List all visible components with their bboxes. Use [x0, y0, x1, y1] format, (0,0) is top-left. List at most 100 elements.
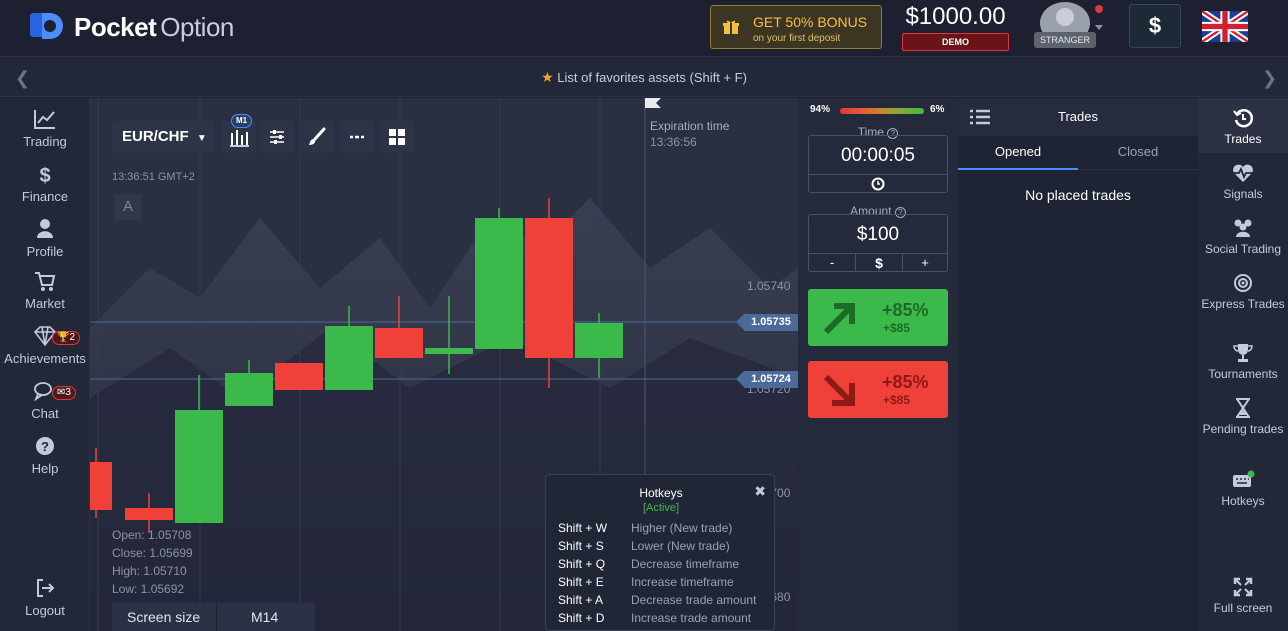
rnav-hotkeys-label: Hotkeys	[1221, 494, 1265, 508]
chart-canvas	[90, 98, 798, 631]
cart-icon	[35, 272, 56, 291]
sell-lower-button[interactable]: +85% +$85	[808, 361, 948, 418]
chevron-right-icon[interactable]: ❯	[1262, 68, 1278, 88]
amount-decrease-button[interactable]: -	[829, 255, 835, 270]
timeframe-badge: M1	[231, 114, 253, 128]
left-sidebar: Trading $ Finance Profile Market	[0, 98, 90, 631]
price-chart[interactable]: EUR/CHF ▼ M1	[90, 98, 798, 631]
close-icon[interactable]: ✖	[754, 483, 766, 499]
divider	[809, 174, 947, 175]
rnav-tournaments[interactable]: Tournaments	[1198, 343, 1288, 382]
clock-icon[interactable]	[871, 177, 885, 191]
rnav-pending-label: Pending trades	[1202, 422, 1284, 436]
currency-button[interactable]: $	[875, 255, 883, 271]
help-icon: ?	[36, 437, 54, 455]
tab-opened[interactable]: Opened	[958, 136, 1078, 170]
nav-logout[interactable]: Logout	[0, 577, 90, 618]
bonus-title: GET 50% BONUS	[753, 14, 868, 30]
sentiment-up: 94%	[810, 104, 831, 115]
lower-profit: +$85	[883, 393, 911, 407]
people-icon	[1234, 219, 1252, 237]
logo[interactable]: Pocket Option	[28, 10, 234, 44]
user-label: STRANGER	[1034, 32, 1096, 48]
candle-bearish	[375, 328, 423, 358]
nav-achievements-label: Achievements	[4, 351, 86, 366]
arrow-down-right-icon	[823, 374, 855, 406]
balance-widget[interactable]: $1000.00 DEMO	[898, 3, 1013, 51]
achievements-badge: 🏆2	[52, 331, 81, 345]
hotkey-desc: Increase timeframe	[631, 575, 734, 589]
drawing-letter-button[interactable]: A	[114, 194, 142, 220]
time-field[interactable]: 00:00:05	[808, 135, 948, 193]
uk-flag-icon[interactable]	[1202, 11, 1248, 42]
asset-selector[interactable]: EUR/CHF ▼	[112, 121, 214, 153]
nav-finance[interactable]: $ Finance	[0, 163, 90, 204]
hotkey-key: Shift + D	[558, 611, 605, 625]
nav-market-label: Market	[25, 296, 65, 311]
chevron-left-icon[interactable]: ❮	[15, 68, 31, 88]
info-icon[interactable]: ?	[887, 128, 899, 139]
line-style-button[interactable]	[340, 121, 374, 153]
dollar-icon: $	[39, 165, 50, 185]
chevron-down-icon[interactable]	[1095, 25, 1103, 30]
buy-higher-button[interactable]: +85% +$85	[808, 289, 948, 346]
grid-icon	[389, 129, 405, 145]
amount-field[interactable]: $100 - $ +	[808, 214, 948, 272]
trophy-icon	[1233, 344, 1253, 362]
hourglass-icon	[1236, 398, 1250, 418]
screen-size-control[interactable]: Screen size M14	[112, 603, 315, 631]
deposit-button[interactable]: $	[1129, 4, 1181, 48]
nav-trading-label: Trading	[23, 134, 67, 149]
nav-chat[interactable]: Chat ✉3	[0, 380, 90, 421]
rnav-pending-trades[interactable]: Pending trades	[1198, 398, 1288, 437]
amount-increase-button[interactable]: +	[921, 255, 929, 270]
diamond-icon	[33, 326, 57, 347]
logo-text-bold: Pocket	[74, 11, 157, 42]
svg-text:$: $	[39, 165, 50, 185]
settings-button[interactable]	[260, 121, 294, 153]
bonus-button[interactable]: GET 50% BONUS on your first deposit	[710, 5, 882, 49]
account-mode-badge[interactable]: DEMO	[902, 33, 1009, 51]
nav-achievements[interactable]: Achievements 🏆2	[0, 325, 90, 366]
rnav-full-screen[interactable]: Full screen	[1198, 577, 1288, 616]
nav-market[interactable]: Market	[0, 270, 90, 311]
nav-profile[interactable]: Profile	[0, 218, 90, 259]
amount-value[interactable]: $100	[856, 224, 900, 245]
nav-help[interactable]: ? Help	[0, 435, 90, 476]
rnav-express-label: Express Trades	[1201, 297, 1285, 311]
rnav-signals[interactable]: Signals	[1198, 163, 1288, 202]
screen-size-value[interactable]: M14	[251, 609, 279, 625]
user-avatar[interactable]: STRANGER	[1034, 2, 1103, 50]
history-icon	[1233, 109, 1253, 128]
achievements-count: 2	[69, 332, 76, 343]
hotkey-desc: Increase trade amount	[631, 611, 752, 625]
rnav-express-trades[interactable]: Express Trades	[1198, 273, 1288, 312]
rnav-trades[interactable]: Trades	[1198, 108, 1288, 147]
info-icon[interactable]: ?	[894, 207, 906, 218]
candle-bullish	[575, 323, 623, 358]
nav-trading[interactable]: Trading	[0, 108, 90, 149]
time-value[interactable]: 00:00:05	[841, 145, 915, 166]
sentiment-bar: 94% 6%	[810, 104, 948, 118]
trades-header: Trades	[958, 98, 1198, 136]
lower-percent: +85%	[882, 372, 929, 392]
timeframe-button[interactable]: M1	[222, 114, 256, 153]
list-icon[interactable]	[970, 109, 990, 125]
drawing-tools-button[interactable]	[300, 121, 334, 153]
top-header: Pocket Option GET 50% BONUS on your firs…	[0, 0, 1288, 57]
empty-trades-message: No placed trades	[1025, 187, 1131, 203]
favorites-bar[interactable]: ❮ ★ List of favorites assets (Shift + F)…	[0, 57, 1288, 97]
rnav-social-trading[interactable]: Social Trading	[1198, 218, 1288, 257]
nav-finance-label: Finance	[21, 189, 69, 204]
layout-button[interactable]	[380, 121, 414, 153]
rnav-hotkeys[interactable]: Hotkeys	[1198, 470, 1288, 509]
nav-logout-label: Logout	[25, 603, 65, 618]
pocket-option-logo-icon	[30, 13, 63, 39]
notification-dot	[1095, 5, 1103, 13]
trophy-small-icon: 🏆	[57, 332, 70, 343]
divider	[902, 254, 903, 272]
tab-closed[interactable]: Closed	[1078, 136, 1198, 170]
star-icon: ★	[541, 69, 554, 85]
nav-help-label: Help	[31, 461, 59, 476]
